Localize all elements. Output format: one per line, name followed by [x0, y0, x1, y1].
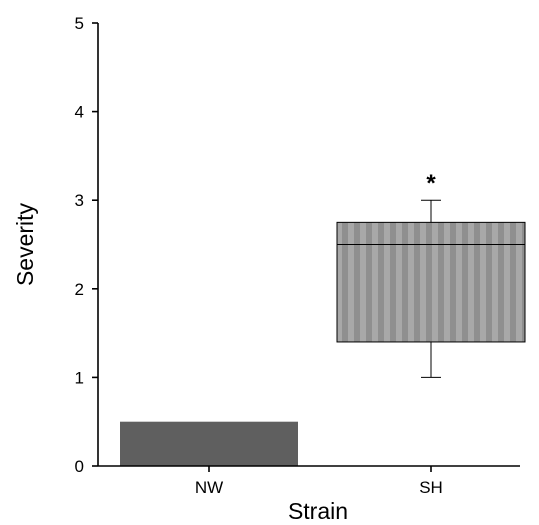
significance-asterisk: * [426, 170, 436, 197]
y-tick-label: 4 [75, 103, 84, 122]
y-axis-title: Severity [12, 202, 38, 286]
y-axis: 0 1 2 3 4 5 [75, 14, 99, 476]
y-tick-label: 1 [75, 368, 84, 387]
x-axis-title: Strain [288, 498, 348, 524]
box-sh: * [336, 170, 526, 378]
y-tick-label: 5 [75, 14, 84, 33]
box-nw [120, 421, 298, 466]
y-tick-label: 0 [75, 457, 84, 476]
y-tick-label: 2 [75, 280, 84, 299]
plot-area: * 0 1 2 3 4 5 NW SH Severity Strain [12, 14, 526, 524]
box-body [336, 221, 526, 343]
y-ticks: 0 1 2 3 4 5 [75, 14, 98, 476]
box-body [120, 421, 298, 466]
y-tick-label: 3 [75, 191, 84, 210]
x-tick-label: SH [419, 478, 443, 497]
boxes-layer: * [120, 170, 526, 466]
x-axis: NW SH [98, 465, 520, 497]
x-ticks: NW SH [195, 466, 443, 497]
x-tick-label: NW [195, 478, 223, 497]
